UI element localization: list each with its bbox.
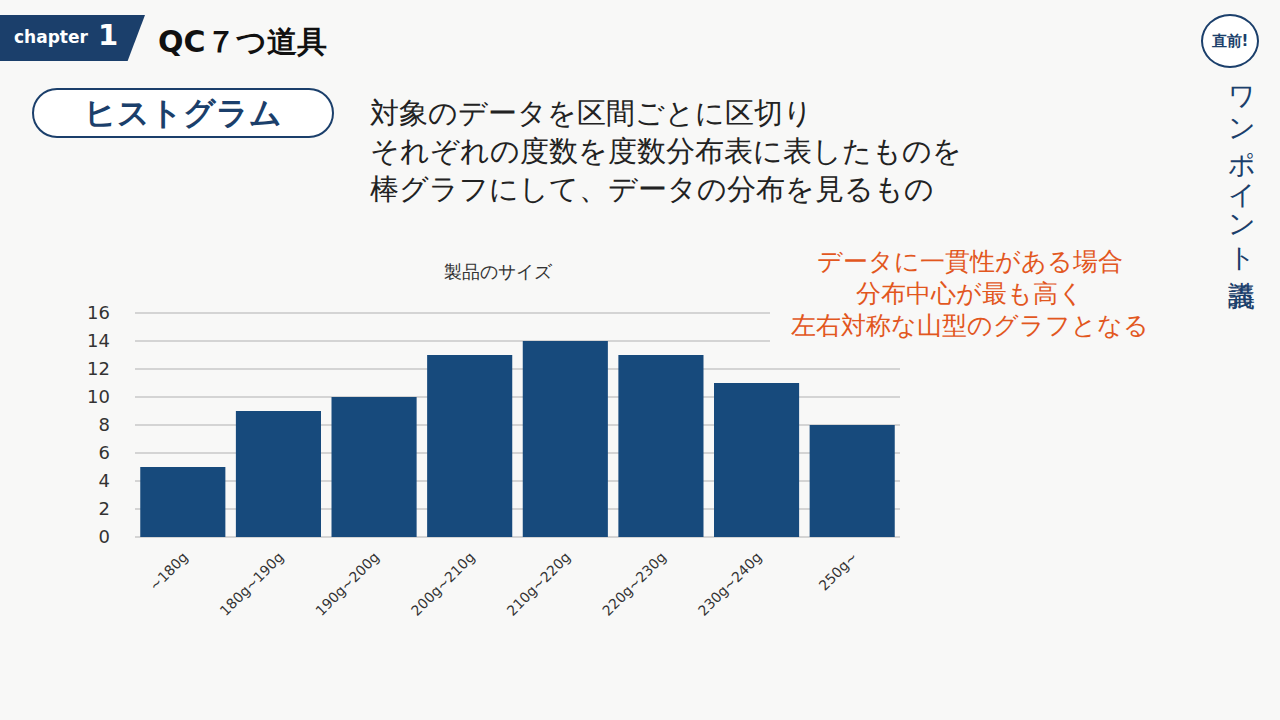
y-tick-label: 0 <box>99 526 110 547</box>
chart-title: 製品のサイズ <box>444 261 553 282</box>
y-tick-label: 8 <box>99 414 110 435</box>
chapter-label: chapter <box>14 27 88 47</box>
badge: 直前! <box>1201 14 1259 68</box>
annotation-line: データに一貫性がある場合 <box>770 246 1170 278</box>
description-line: 棒グラフにして、データの分布を見るもの <box>370 170 934 210</box>
y-tick-label: 10 <box>87 386 110 407</box>
side-title: ワンポイント講義 <box>1224 68 1260 262</box>
bar <box>810 425 895 537</box>
y-tick-label: 16 <box>87 302 110 323</box>
annotation-line: 左右対称な山型のグラフとなる <box>770 310 1170 342</box>
bar <box>332 397 417 537</box>
y-tick-label: 12 <box>87 358 110 379</box>
chapter-number: 1 <box>98 18 118 52</box>
description-line: それぞれの度数を度数分布表に表したものを <box>370 132 962 172</box>
x-tick-label: 220g~230g <box>599 549 669 619</box>
x-tick-label: 180g~190g <box>217 549 287 619</box>
bar <box>236 411 321 537</box>
annotation: データに一貫性がある場合分布中心が最も高く左右対称な山型のグラフとなる <box>770 246 1170 342</box>
bar <box>618 355 703 537</box>
y-tick-label: 2 <box>99 498 110 519</box>
y-tick-label: 14 <box>87 330 110 351</box>
bar <box>714 383 799 537</box>
x-tick-label: 250g~ <box>816 549 861 594</box>
x-tick-label: ~180g <box>146 549 191 594</box>
x-tick-label: 200g~210g <box>408 549 478 619</box>
bar <box>140 467 225 537</box>
x-tick-label: 210g~220g <box>503 549 573 619</box>
annotation-line: 分布中心が最も高く <box>770 278 1170 310</box>
bar <box>427 355 512 537</box>
description-line: 対象のデータを区間ごとに区切り <box>370 94 813 134</box>
chapter-badge: chapter 1 <box>0 15 145 61</box>
chart: 製品のサイズ 0 2 4 6 8 10 12 14 16 ~180g 180g~190g 190g~20… <box>0 0 1280 720</box>
x-tick-label: 230g~240g <box>695 549 765 619</box>
x-tick-label: 190g~200g <box>312 549 382 619</box>
section-title: ヒストグラム <box>32 88 334 138</box>
grid-line <box>135 368 900 370</box>
header-title: QC７つ道具 <box>158 22 327 63</box>
bars <box>140 341 894 537</box>
bar <box>523 341 608 537</box>
y-tick-label: 6 <box>99 442 110 463</box>
y-tick-label: 4 <box>99 470 110 491</box>
